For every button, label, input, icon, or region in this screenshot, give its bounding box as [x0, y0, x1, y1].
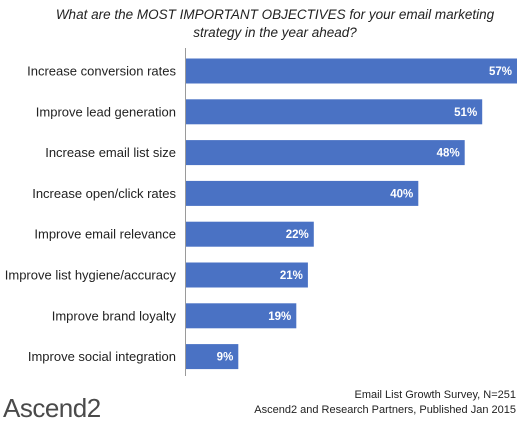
value-label-1: 57% [489, 66, 512, 78]
value-label-4: 40% [390, 188, 413, 200]
bar-5 [186, 221, 314, 247]
category-label-8: Improve social integration [28, 349, 176, 364]
ascend2-logo: Ascend2 [3, 393, 101, 423]
bar-1 [186, 58, 517, 84]
bars-group: Increase conversion rates 57% Improve lead… [5, 58, 517, 370]
value-label-8: 9% [217, 352, 234, 364]
bar-2 [186, 99, 483, 125]
value-label-2: 51% [454, 107, 477, 119]
value-label-3: 48% [437, 148, 460, 160]
bar-8 [186, 344, 239, 370]
category-label-5: Improve email relevance [34, 227, 176, 242]
source-line-1: Email List Growth Survey, N=251 [354, 389, 517, 401]
bar-7 [186, 303, 297, 329]
value-label-6: 21% [280, 270, 303, 282]
chart-title-line-1: What are the MOST IMPORTANT OBJECTIVES f… [55, 7, 495, 22]
value-label-5: 22% [286, 229, 309, 241]
category-label-6: Improve list hygiene/accuracy [5, 268, 177, 283]
chart-title: What are the MOST IMPORTANT OBJECTIVES f… [40, 6, 510, 42]
category-label-2: Improve lead generation [36, 104, 176, 119]
source-note: Email List Growth Survey, N=251 Ascend2 … [254, 388, 516, 418]
source-line-2: Ascend2 and Research Partners, Published… [254, 404, 516, 416]
category-label-4: Increase open/click rates [32, 186, 176, 201]
chart-title-line-2: strategy in the year ahead? [193, 25, 357, 40]
bar-4 [186, 180, 419, 206]
category-label-3: Increase email list size [45, 145, 176, 160]
value-label-7: 19% [268, 311, 291, 323]
category-label-1: Increase conversion rates [27, 64, 176, 79]
bar-6 [186, 262, 308, 288]
bar-3 [186, 140, 465, 166]
category-label-7: Improve brand loyalty [52, 308, 177, 323]
